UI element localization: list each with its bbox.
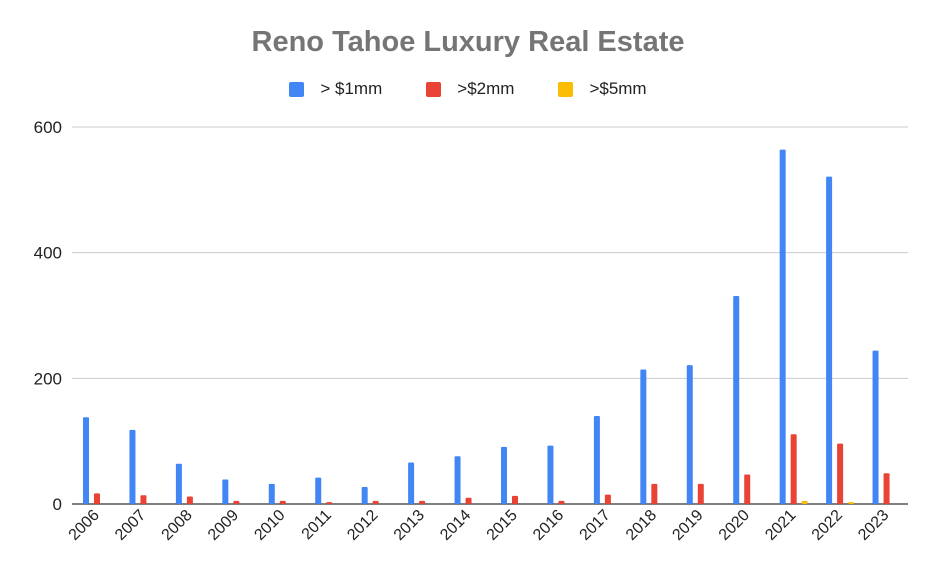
legend-label-5mm: >$5mm xyxy=(589,79,647,98)
x-tick-label: 2016 xyxy=(530,507,567,544)
x-tick-label: 2009 xyxy=(205,507,242,544)
bar xyxy=(465,497,472,504)
bar xyxy=(501,446,507,504)
bar xyxy=(640,369,647,504)
bar xyxy=(744,474,751,504)
x-tick-label: 2020 xyxy=(716,507,753,544)
legend-label-2mm: >$2mm xyxy=(457,79,515,98)
y-tick-label: 400 xyxy=(34,244,62,263)
bar xyxy=(361,487,368,504)
legend-item-5mm: >$5mm xyxy=(558,78,647,100)
bar xyxy=(140,495,147,504)
x-tick-label: 2006 xyxy=(66,507,103,544)
bar xyxy=(408,462,415,504)
bar xyxy=(593,416,600,504)
bar xyxy=(94,493,100,504)
x-tick-label: 2022 xyxy=(809,507,846,544)
y-tick-label: 200 xyxy=(34,369,62,388)
x-tick-label: 2010 xyxy=(251,507,288,544)
bar xyxy=(512,495,518,504)
x-tick-label: 2008 xyxy=(159,507,196,544)
bar xyxy=(222,479,229,504)
bar xyxy=(175,463,182,504)
bar xyxy=(686,365,693,504)
bar xyxy=(651,483,658,504)
bar xyxy=(547,445,554,504)
bar xyxy=(315,477,322,504)
x-tick-label: 2018 xyxy=(623,507,660,544)
bar xyxy=(83,417,89,504)
x-tick-label: 2014 xyxy=(437,507,474,544)
x-tick-label: 2015 xyxy=(484,507,521,544)
x-tick-label: 2011 xyxy=(299,507,335,543)
bar xyxy=(848,502,855,504)
bar xyxy=(697,483,704,504)
legend-swatch-1mm xyxy=(289,81,305,97)
bar xyxy=(604,494,611,504)
y-tick-label: 0 xyxy=(53,495,62,514)
legend-item-1mm: > $1mm xyxy=(289,78,382,100)
x-tick-label: 2017 xyxy=(577,507,614,544)
bar xyxy=(419,500,426,504)
x-tick-label: 2023 xyxy=(855,507,892,544)
bar xyxy=(279,500,286,504)
bar xyxy=(790,434,797,504)
bar xyxy=(733,296,740,504)
bar xyxy=(779,149,786,504)
bar xyxy=(186,496,193,504)
x-tick-label: 2013 xyxy=(391,507,428,544)
legend-swatch-2mm xyxy=(426,81,442,97)
bar xyxy=(883,473,890,504)
bar xyxy=(872,350,879,504)
x-tick-label: 2012 xyxy=(344,507,381,544)
x-tick-label: 2007 xyxy=(112,507,149,544)
bar xyxy=(558,500,565,504)
bar xyxy=(837,443,844,504)
legend-swatch-5mm xyxy=(558,81,574,97)
chart-title: Reno Tahoe Luxury Real Estate xyxy=(251,26,685,58)
bar xyxy=(826,176,833,504)
y-tick-label: 600 xyxy=(34,118,62,137)
bar xyxy=(129,429,136,504)
bar xyxy=(801,500,808,504)
bar xyxy=(233,500,240,504)
bar xyxy=(454,456,461,504)
bar xyxy=(268,483,275,504)
bar xyxy=(326,502,333,504)
legend-item-2mm: >$2mm xyxy=(426,78,514,100)
bar xyxy=(372,500,379,504)
x-tick-label: 2019 xyxy=(669,507,706,544)
legend: > $1mm >$2mm >$5mm xyxy=(0,78,936,100)
legend-label-1mm: > $1mm xyxy=(320,79,383,98)
x-tick-label: 2021 xyxy=(762,507,799,544)
